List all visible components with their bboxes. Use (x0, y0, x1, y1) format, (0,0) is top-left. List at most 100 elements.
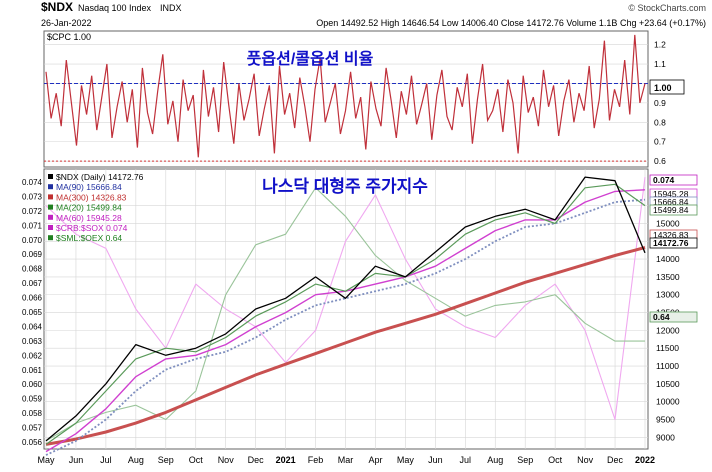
left-y-tick: 0.064 (22, 322, 43, 331)
x-axis-label: Oct (189, 455, 204, 465)
cpc-panel: 1.21.11.00.90.80.70.6 1.00 $CPC 1.00 풋옵션… (43, 30, 685, 168)
left-y-tick: 0.073 (22, 192, 43, 201)
cpc-series-line (45, 34, 646, 158)
legend-swatch (48, 225, 53, 230)
right-y-tick: 11500 (656, 343, 679, 353)
cpc-y-tick: 1.2 (654, 40, 666, 50)
ticker-symbol: $NDX (41, 0, 73, 14)
cpc-last-value: 1.00 (654, 83, 672, 93)
value-label: 0.64 (653, 312, 670, 322)
legend-swatch (48, 184, 53, 190)
quote-line: Open 14492.52 High 14646.54 Low 14006.40… (316, 18, 706, 28)
series-sml-oex (45, 187, 645, 442)
value-label-box (649, 204, 698, 216)
left-y-tick: 0.063 (22, 337, 43, 346)
value-label: 15945.28 (653, 189, 689, 199)
left-y-tick: 0.059 (22, 395, 43, 404)
value-label-box (649, 237, 698, 249)
left-y-tick: 0.071 (22, 221, 43, 230)
series-ndx (45, 176, 646, 442)
left-y-tick: 0.065 (22, 308, 43, 317)
right-y-tick: 14000 (656, 254, 680, 264)
cpc-y-tick: 0.7 (654, 137, 666, 147)
series-ma-90 (45, 198, 646, 456)
left-y-tick: 0.057 (22, 424, 43, 433)
left-y-tick: 0.068 (22, 265, 43, 274)
cpc-last-value-box (649, 79, 685, 95)
legend-entry: $CRB:$SOX 0.074 (56, 223, 128, 233)
legend-swatch (48, 214, 53, 220)
x-axis-label: May (397, 455, 415, 465)
right-y-tick: 13000 (656, 290, 680, 300)
value-label: 0.074 (653, 175, 675, 185)
ndx-annotation: 나스닥 대형주 주가지수 (262, 176, 428, 196)
right-y-tick: 10000 (656, 397, 680, 407)
left-y-tick: 0.069 (22, 250, 43, 259)
legend-entry: $SML:$OEX 0.64 (56, 233, 122, 243)
x-axis-label: Mar (338, 455, 354, 465)
value-label-box (649, 174, 698, 186)
x-axis-label: Apr (368, 455, 382, 465)
x-axis-label: Jun (428, 455, 443, 465)
legend-swatch (48, 174, 53, 179)
series-ma-20 (45, 183, 646, 445)
legend-entry: MA(90) 15666.84 (56, 182, 122, 192)
legend-entry: $NDX (Daily) 14172.76 (56, 172, 144, 182)
legend-swatch (48, 204, 53, 210)
value-label: 15499.84 (653, 205, 689, 215)
left-y-tick: 0.061 (22, 366, 43, 375)
value-label: 15666.84 (653, 197, 689, 207)
left-y-tick: 0.056 (22, 438, 43, 447)
value-label-box (649, 311, 698, 323)
value-label: 14326.83 (653, 230, 689, 240)
x-axis-label: Aug (128, 455, 144, 465)
value-label: 14172.76 (653, 238, 689, 248)
x-axis-label: 2022 (635, 455, 655, 465)
right-y-tick: 9000 (656, 432, 675, 442)
x-axis-label: Feb (308, 455, 324, 465)
ndx-panel: 0.074 0.073 0.072 0.071 0.070 0.069 0.068 0.067… (22, 168, 698, 465)
legend-entry: MA(20) 15499.84 (56, 203, 122, 213)
right-y-tick: 9500 (656, 414, 675, 424)
legend-entry: MA(300) 14326.83 (56, 192, 127, 202)
brand-label: © StockCharts.com (628, 3, 706, 13)
right-y-tick: 15000 (656, 218, 680, 228)
left-y-tick: 0.062 (22, 351, 43, 360)
legend-entry: MA(60) 15945.28 (56, 213, 122, 223)
x-axis-label: Sep (158, 455, 174, 465)
x-axis-label: Dec (607, 455, 624, 465)
cpc-legend: $CPC 1.00 (47, 32, 91, 42)
series-crb-sox (45, 177, 646, 421)
legend-swatch (48, 194, 53, 200)
x-axis-label: Sep (517, 455, 533, 465)
cpc-y-tick: 1.1 (654, 59, 666, 69)
right-y-tick: 11000 (656, 361, 679, 371)
left-y-tick: 0.067 (22, 279, 43, 288)
left-y-tick: 0.070 (22, 236, 43, 245)
right-y-tick: 12000 (656, 325, 680, 335)
cpc-y-tick: 0.9 (654, 98, 666, 108)
exchange-label: INDX (160, 3, 182, 13)
x-axis-label: Jun (69, 455, 84, 465)
cpc-y-tick: 0.8 (654, 117, 666, 127)
x-axis-label: 2021 (276, 455, 296, 465)
left-y-tick: 0.074 (22, 178, 43, 187)
right-y-tick: 13500 (656, 272, 680, 282)
left-y-tick: 0.066 (22, 294, 43, 303)
x-axis-label: Aug (487, 455, 503, 465)
right-y-tick: 10500 (656, 379, 680, 389)
x-axis-label: Nov (577, 455, 594, 465)
legend-swatch (48, 235, 53, 241)
chart-date: 26-Jan-2022 (41, 18, 92, 28)
index-name: Nasdaq 100 Index (78, 3, 152, 13)
cpc-y-tick: 0.6 (654, 156, 666, 166)
ndx-panel-frame (43, 168, 649, 450)
cpc-annotation: 풋옵션/콜옵션 비율 (247, 50, 374, 68)
x-axis-label: Jul (460, 455, 472, 465)
x-axis-label: Jul (100, 455, 112, 465)
left-y-tick: 0.060 (22, 380, 43, 389)
series-ma-300 (45, 246, 646, 446)
x-axis-label: Nov (218, 455, 235, 465)
